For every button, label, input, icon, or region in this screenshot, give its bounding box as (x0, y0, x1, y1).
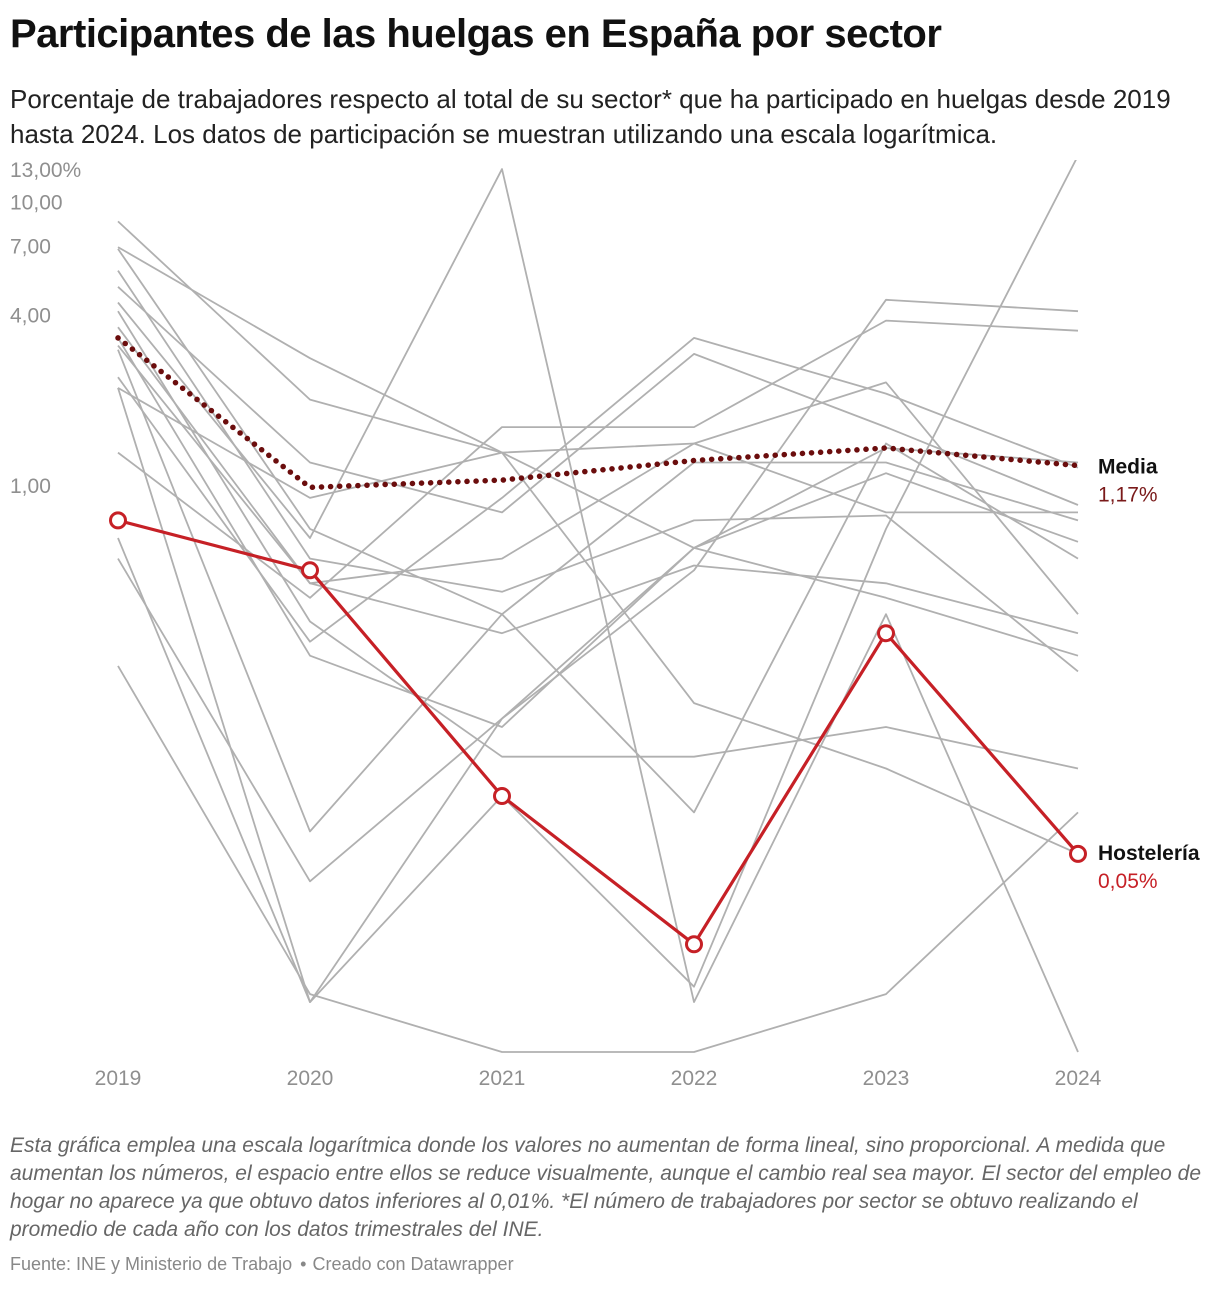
line-chart: 13,00% 10,00 7,00 4,00 1,00 2019 2020 2021 2022 2… (10, 160, 1200, 1090)
sector-line (117, 220, 1079, 549)
x-tick-label: 2023 (863, 1067, 910, 1090)
hosteleria-point (109, 511, 127, 530)
hosteleria-point (493, 786, 511, 805)
y-tick-label: 13,00% (10, 160, 81, 182)
sector-line (117, 326, 1079, 635)
x-tick-label: 2024 (1055, 1067, 1102, 1090)
hosteleria-point (685, 935, 703, 954)
sector-line (117, 345, 1079, 615)
hosteleria-value-label: 0,05% (1098, 870, 1158, 893)
sector-line (117, 665, 1079, 1053)
sector-line (117, 337, 1079, 728)
hosteleria-series-label: Hostelería (1098, 842, 1200, 865)
y-tick-label: 4,00 (10, 304, 51, 327)
sector-line (117, 286, 1079, 514)
sector-line (117, 310, 1079, 770)
hosteleria-point (1069, 844, 1087, 863)
hosteleria-point (877, 624, 895, 643)
sector-line (117, 336, 1079, 643)
source-text: Fuente: INE y Ministerio de Trabajo (10, 1254, 293, 1274)
x-tick-label: 2021 (479, 1067, 526, 1090)
y-tick-label: 7,00 (10, 235, 51, 258)
x-tick-label: 2020 (287, 1067, 334, 1090)
sector-line (117, 546, 1079, 883)
sector-line (117, 387, 1078, 514)
chart-subtitle: Porcentaje de trabajadores respecto al t… (10, 84, 1171, 149)
sector-line (117, 298, 1079, 1003)
sector-line (117, 160, 1077, 1003)
sector-line (117, 248, 1079, 814)
credit-text: Creado con Datawrapper (312, 1254, 514, 1274)
footer-separator: • (300, 1254, 307, 1274)
x-tick-label: 2022 (671, 1067, 718, 1090)
y-tick-label: 10,00 (10, 191, 63, 214)
hosteleria-line (117, 518, 1080, 946)
media-line (115, 335, 1081, 491)
sector-line (117, 319, 1079, 599)
sector-line (117, 168, 1079, 1053)
chart-note: Esta gráfica emplea una escala logarítmi… (10, 1134, 1202, 1241)
hosteleria-point (301, 561, 319, 580)
x-tick-label: 2019 (95, 1067, 142, 1090)
chart-footer: Fuente: INE y Ministerio de Trabajo • Crea… (10, 1254, 1210, 1275)
sector-line (117, 349, 1079, 833)
sector-line (117, 246, 1079, 855)
media-series-label: Media (1098, 456, 1158, 479)
y-tick-label: 1,00 (10, 475, 51, 498)
media-value-label: 1,17% (1098, 484, 1158, 507)
sector-line (117, 270, 1079, 673)
chart-title: Participantes de las huelgas en España p… (10, 12, 942, 56)
